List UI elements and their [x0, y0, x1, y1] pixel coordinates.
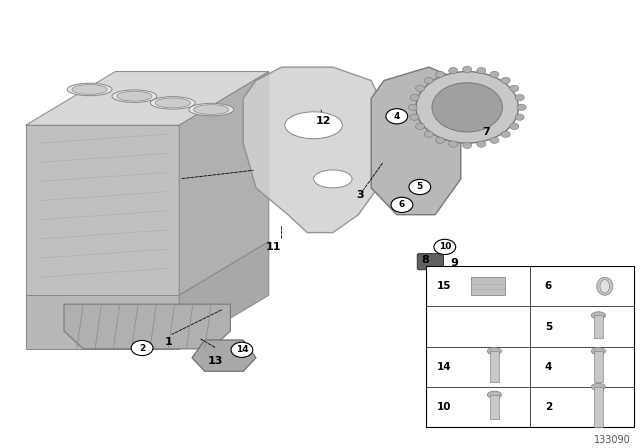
Ellipse shape: [314, 170, 352, 188]
Circle shape: [515, 114, 524, 121]
Circle shape: [463, 66, 472, 73]
Circle shape: [131, 340, 153, 356]
FancyBboxPatch shape: [594, 387, 603, 427]
Ellipse shape: [597, 277, 613, 295]
Circle shape: [517, 104, 526, 111]
Circle shape: [424, 131, 433, 138]
FancyBboxPatch shape: [490, 351, 499, 383]
Circle shape: [415, 85, 424, 91]
Text: 14: 14: [236, 345, 248, 354]
FancyBboxPatch shape: [426, 266, 634, 427]
Ellipse shape: [591, 348, 605, 355]
Circle shape: [435, 137, 445, 143]
Polygon shape: [243, 67, 384, 233]
Polygon shape: [179, 72, 269, 295]
FancyBboxPatch shape: [594, 351, 603, 383]
Text: 7: 7: [483, 127, 490, 137]
Circle shape: [434, 239, 456, 254]
Ellipse shape: [194, 105, 229, 115]
Ellipse shape: [285, 112, 342, 139]
Circle shape: [510, 85, 519, 91]
Circle shape: [424, 78, 433, 84]
Circle shape: [515, 95, 524, 101]
Text: 2: 2: [139, 344, 145, 353]
Circle shape: [490, 137, 499, 143]
Ellipse shape: [189, 103, 234, 116]
Text: 6: 6: [399, 200, 405, 209]
Circle shape: [501, 78, 510, 84]
Text: 2: 2: [545, 402, 552, 412]
Ellipse shape: [72, 85, 108, 95]
Circle shape: [449, 68, 458, 74]
Circle shape: [463, 142, 472, 148]
Polygon shape: [26, 295, 179, 349]
Polygon shape: [371, 67, 461, 215]
Circle shape: [501, 131, 510, 138]
Text: 12: 12: [316, 116, 331, 126]
Circle shape: [477, 68, 486, 74]
Text: 15: 15: [437, 281, 452, 291]
Polygon shape: [179, 241, 269, 349]
Ellipse shape: [488, 348, 502, 355]
Text: 8: 8: [422, 255, 429, 265]
Text: 1: 1: [164, 337, 172, 347]
Text: 6: 6: [545, 281, 552, 291]
Circle shape: [386, 109, 408, 124]
Circle shape: [432, 83, 502, 132]
Text: 14: 14: [437, 362, 452, 372]
Circle shape: [490, 71, 499, 78]
Ellipse shape: [591, 383, 605, 391]
Ellipse shape: [156, 98, 191, 108]
Ellipse shape: [600, 280, 610, 293]
Circle shape: [231, 342, 253, 358]
FancyBboxPatch shape: [417, 254, 444, 270]
Text: 5: 5: [545, 322, 552, 332]
Circle shape: [415, 123, 424, 129]
Polygon shape: [26, 72, 269, 125]
FancyBboxPatch shape: [594, 315, 603, 338]
Polygon shape: [64, 304, 230, 349]
Circle shape: [449, 141, 458, 147]
Text: 10: 10: [437, 402, 452, 412]
FancyBboxPatch shape: [490, 395, 499, 419]
Text: 5: 5: [417, 182, 423, 191]
Ellipse shape: [150, 97, 195, 109]
Circle shape: [410, 95, 419, 101]
Polygon shape: [192, 340, 256, 371]
Polygon shape: [26, 125, 179, 295]
Circle shape: [477, 141, 486, 147]
Text: 9: 9: [451, 258, 458, 267]
Text: 13: 13: [208, 356, 223, 366]
Text: 10: 10: [438, 242, 451, 251]
Circle shape: [409, 179, 431, 194]
Ellipse shape: [117, 91, 152, 101]
Ellipse shape: [67, 83, 112, 96]
Text: 3: 3: [356, 190, 364, 199]
Text: 11: 11: [266, 242, 282, 252]
Circle shape: [435, 71, 445, 78]
FancyBboxPatch shape: [428, 267, 443, 283]
Text: 4: 4: [545, 362, 552, 372]
Ellipse shape: [591, 312, 605, 319]
Ellipse shape: [112, 90, 157, 103]
Text: 133090: 133090: [594, 435, 630, 445]
Ellipse shape: [488, 391, 502, 398]
Circle shape: [408, 104, 417, 111]
Circle shape: [410, 114, 419, 121]
Text: 4: 4: [394, 112, 400, 121]
FancyBboxPatch shape: [471, 277, 506, 295]
Circle shape: [510, 123, 519, 129]
Circle shape: [391, 197, 413, 212]
Circle shape: [416, 72, 518, 143]
